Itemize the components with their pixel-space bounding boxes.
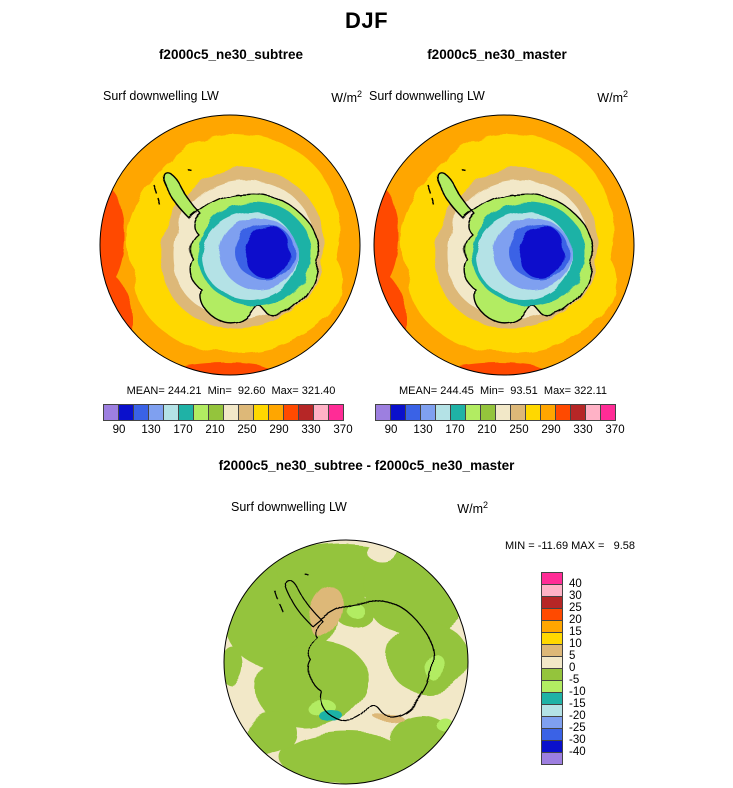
colorbar-color-box xyxy=(465,404,481,421)
diff-colorbar-tick-label: 30 xyxy=(569,590,582,602)
colorbar-tick-label: 290 xyxy=(541,424,561,436)
colorbar-tick-label: 130 xyxy=(413,424,433,436)
field-label-row-left: Surf downwelling LW W/m2 xyxy=(103,89,362,105)
colorbar-tick-label: 210 xyxy=(477,424,497,436)
diff-colorbar-tick-label: 0 xyxy=(569,662,576,674)
colorbar-tick-label: 290 xyxy=(269,424,289,436)
colorbar-tick-label: 90 xyxy=(112,424,126,436)
colorbar-color-box xyxy=(313,404,329,421)
colorbar-color-box xyxy=(450,404,466,421)
colorbar-color-box xyxy=(390,404,406,421)
diff-colorbar-tick-label: -40 xyxy=(569,746,586,758)
colorbar-color-box xyxy=(585,404,601,421)
map-master-polar-plot xyxy=(371,112,637,378)
colorbar-color-box xyxy=(283,404,299,421)
colorbar-color-box xyxy=(118,404,134,421)
diff-panel-title: f2000c5_ne30_subtree - f2000c5_ne30_mast… xyxy=(218,458,515,473)
colorbar-tick-label: 130 xyxy=(141,424,161,436)
diff-colorbar-tick-label: 5 xyxy=(569,650,576,662)
colorbar-color-box xyxy=(540,404,556,421)
units-label: W/m2 xyxy=(457,500,488,517)
diff-colorbar-tick-label: 15 xyxy=(569,626,582,638)
map-difference-polar-plot xyxy=(221,537,471,787)
field-label-row-right: Surf downwelling LW W/m2 xyxy=(369,89,628,105)
colorbar-color-box xyxy=(163,404,179,421)
stats-master: MEAN= 244.45 Min= 93.51 Max= 322.11 xyxy=(398,385,607,397)
field-label: Surf downwelling LW xyxy=(231,500,347,514)
colorbar-boxes xyxy=(375,404,631,421)
colorbar-color-box xyxy=(148,404,164,421)
colorbar-color-box xyxy=(208,404,224,421)
diff-colorbar-color-box xyxy=(541,752,563,765)
colorbar-color-box xyxy=(193,404,209,421)
colorbar-color-box xyxy=(480,404,496,421)
colorbar-color-box xyxy=(328,404,344,421)
units-label: W/m2 xyxy=(331,89,362,106)
colorbar-color-box xyxy=(555,404,571,421)
colorbar-color-box xyxy=(238,404,254,421)
season-title: DJF xyxy=(344,8,389,33)
panel-title-master: f2000c5_ne30_master xyxy=(427,47,567,62)
stats-subtree: MEAN= 244.21 Min= 92.60 Max= 321.40 xyxy=(126,385,336,397)
colorbar-color-box xyxy=(525,404,541,421)
colorbar-color-box xyxy=(178,404,194,421)
colorbar-color-box xyxy=(495,404,511,421)
field-label: Surf downwelling LW xyxy=(103,89,219,103)
colorbar-color-box xyxy=(405,404,421,421)
colorbar-master: 90 130 170 210 250 290 330 370 xyxy=(375,404,631,438)
diff-colorbar-tick-label: -10 xyxy=(569,686,586,698)
colorbar-subtree: 90 130 170 210 250 290 330 370 xyxy=(103,404,359,438)
colorbar-color-box xyxy=(420,404,436,421)
field-label: Surf downwelling LW xyxy=(369,89,485,103)
colorbar-color-box xyxy=(510,404,526,421)
colorbar-tick-label: 330 xyxy=(301,424,321,436)
colorbar-ticks: 90 130 170 210 250 290 330 370 xyxy=(103,421,359,436)
colorbar-tick-label: 370 xyxy=(605,424,625,436)
diff-colorbar-tick-label: -5 xyxy=(569,674,580,686)
diff-colorbar-tick-label: 20 xyxy=(569,614,582,626)
units-label: W/m2 xyxy=(597,89,628,106)
colorbar-color-box xyxy=(600,404,616,421)
colorbar-color-box xyxy=(223,404,239,421)
map-subtree-polar-plot xyxy=(97,112,363,378)
diff-colorbar-tick-label: 10 xyxy=(569,638,582,650)
colorbar-color-box xyxy=(268,404,284,421)
diff-colorbar-ticks: 40 30 25 20 15 10 5 0 -5 -10 -15 -20 -25 -30 -40 xyxy=(569,572,609,780)
diff-colorbar-tick-label: -25 xyxy=(569,722,586,734)
diff-colorbar-tick-label: -15 xyxy=(569,698,586,710)
colorbar-boxes xyxy=(103,404,359,421)
colorbar-ticks: 90 130 170 210 250 290 330 370 xyxy=(375,421,631,436)
colorbar-tick-label: 330 xyxy=(573,424,593,436)
colorbar-tick-label: 170 xyxy=(173,424,193,436)
diff-colorbar-tick-label: 40 xyxy=(569,578,582,590)
diff-colorbar-tick-label: -30 xyxy=(569,734,586,746)
colorbar-tick-label: 170 xyxy=(445,424,465,436)
colorbar-tick-label: 370 xyxy=(333,424,353,436)
colorbar-color-box xyxy=(375,404,391,421)
colorbar-color-box xyxy=(435,404,451,421)
colorbar-color-box xyxy=(103,404,119,421)
colorbar-tick-label: 210 xyxy=(205,424,225,436)
colorbar-color-box xyxy=(133,404,149,421)
panel-title-subtree: f2000c5_ne30_subtree xyxy=(158,47,304,62)
colorbar-tick-label: 90 xyxy=(384,424,398,436)
colorbar-color-box xyxy=(570,404,586,421)
diff-colorbar-tick-label: 25 xyxy=(569,602,582,614)
colorbar-tick-label: 250 xyxy=(509,424,529,436)
diff-minmax-stats: MIN = -11.69 MAX = 9.58 xyxy=(505,540,636,552)
diff-colorbar-tick-label: -20 xyxy=(569,710,586,722)
diff-colorbar xyxy=(541,572,563,765)
field-label-row-diff: Surf downwelling LW W/m2 xyxy=(231,500,488,516)
colorbar-tick-label: 250 xyxy=(237,424,257,436)
colorbar-color-box xyxy=(253,404,269,421)
colorbar-color-box xyxy=(298,404,314,421)
